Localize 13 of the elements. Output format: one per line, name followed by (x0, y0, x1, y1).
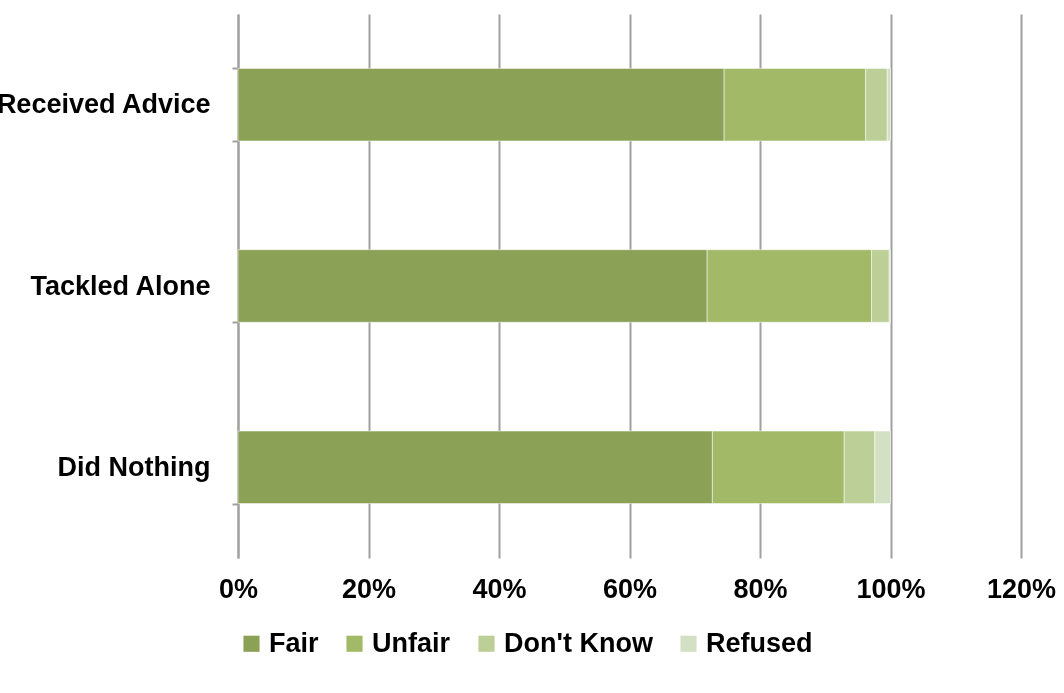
y-tick-label: Tackled Alone (30, 270, 211, 301)
y-tick-label: Did Nothing (57, 451, 211, 482)
x-tick-label: 20% (341, 573, 397, 604)
x-tick-label: 120% (986, 573, 1057, 604)
x-tick-label: 100% (856, 573, 926, 604)
legend-label: Don't Know (504, 627, 654, 658)
x-tick-label: 40% (472, 573, 527, 604)
x-tick-label: 60% (602, 573, 658, 604)
x-tick-label: 0% (218, 573, 259, 604)
legend-label: Refused (706, 627, 813, 658)
legend-label: Fair (269, 627, 320, 658)
x-tick-label: 80% (733, 573, 788, 604)
legend-label: Unfair (372, 627, 451, 658)
